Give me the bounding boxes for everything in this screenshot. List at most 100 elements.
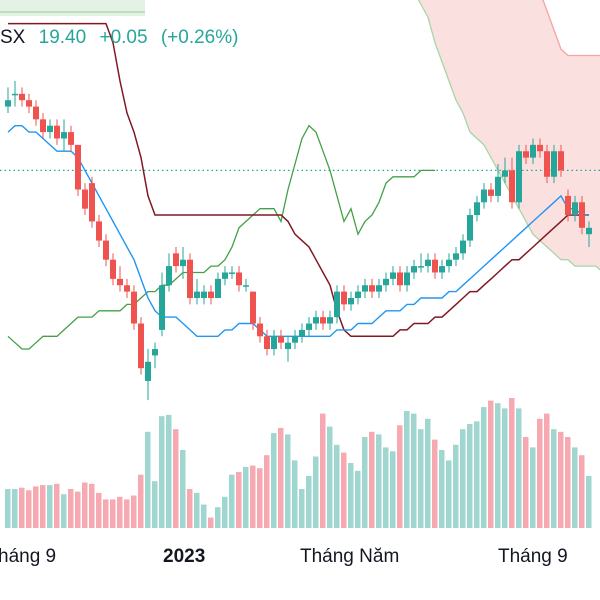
x-tick-label-year: 2023 bbox=[163, 546, 205, 567]
volume-bar bbox=[264, 455, 270, 528]
volume-bar bbox=[243, 466, 249, 528]
volume-bar bbox=[488, 400, 494, 528]
candle-body bbox=[271, 336, 277, 350]
cloud-fill bbox=[418, 0, 600, 270]
candle-body bbox=[257, 323, 263, 337]
x-tick-label: háng 9 bbox=[0, 546, 56, 567]
kijun-sen-line bbox=[8, 22, 589, 338]
candle-body bbox=[404, 272, 410, 286]
candle-body bbox=[68, 132, 74, 145]
volume-bar bbox=[229, 474, 235, 528]
candle-body bbox=[166, 266, 172, 286]
volume-bar bbox=[208, 517, 214, 528]
candle-body bbox=[145, 361, 151, 381]
candle-body bbox=[54, 125, 60, 139]
volume-bar bbox=[509, 398, 515, 528]
volume-bar bbox=[523, 437, 529, 528]
volume-bar bbox=[292, 460, 298, 528]
candle-body bbox=[131, 291, 137, 324]
candle-body bbox=[383, 278, 389, 286]
ichimoku-cloud bbox=[0, 0, 600, 271]
ticker-change: +0.05 bbox=[99, 27, 148, 48]
volume-bar bbox=[481, 407, 487, 528]
candle-body bbox=[320, 317, 326, 324]
candle-body bbox=[327, 317, 333, 324]
volume-bar bbox=[12, 489, 18, 528]
candle-body bbox=[243, 285, 249, 287]
volume-bar bbox=[467, 424, 473, 528]
candle-body bbox=[5, 100, 11, 107]
candle-body bbox=[348, 298, 354, 305]
volume-bar bbox=[537, 418, 543, 528]
candle-body bbox=[124, 285, 130, 292]
volume-bar bbox=[201, 504, 207, 528]
volume-bar bbox=[495, 403, 501, 528]
candle-body bbox=[481, 189, 487, 203]
candle-body bbox=[572, 202, 578, 216]
candle-body bbox=[117, 278, 123, 286]
x-tick-label: Tháng Năm bbox=[300, 546, 399, 567]
candle-body bbox=[12, 93, 18, 96]
volume-bar bbox=[348, 463, 354, 528]
ticker-symbol: SX bbox=[0, 27, 26, 48]
volume-bar bbox=[110, 499, 116, 528]
candle-body bbox=[89, 183, 95, 222]
volume-bar bbox=[299, 489, 305, 528]
volume-bar bbox=[194, 492, 200, 528]
volume-bar bbox=[425, 418, 431, 528]
volume-bar bbox=[397, 425, 403, 528]
volume-bar bbox=[432, 439, 438, 528]
candle-body bbox=[397, 272, 403, 286]
volume-bar bbox=[453, 444, 459, 528]
volume-bar bbox=[54, 483, 60, 528]
candle-body bbox=[516, 151, 522, 203]
ichimoku-lines bbox=[7, 22, 589, 350]
volume-bar bbox=[19, 487, 25, 528]
candle-body bbox=[474, 202, 480, 216]
candle-body bbox=[299, 329, 305, 337]
volume-bar bbox=[131, 495, 137, 528]
candle-body bbox=[362, 285, 368, 292]
candle-body bbox=[579, 202, 585, 228]
candle-body bbox=[173, 253, 179, 267]
tenkan-sen-line bbox=[7, 124, 589, 337]
candle-body bbox=[369, 285, 375, 292]
volume-bar bbox=[439, 450, 445, 528]
volume-bar bbox=[75, 491, 81, 528]
candle-body bbox=[439, 266, 445, 273]
volume-bar bbox=[173, 429, 179, 528]
candle-body bbox=[551, 151, 557, 177]
candle-body bbox=[152, 349, 158, 356]
volume-bar bbox=[278, 427, 284, 528]
candle-body bbox=[544, 151, 550, 177]
candle-body bbox=[180, 259, 186, 267]
candle-body bbox=[565, 195, 571, 216]
volume-bar bbox=[572, 447, 578, 528]
candle-body bbox=[103, 240, 109, 260]
candle-body bbox=[390, 272, 396, 279]
candle-body bbox=[236, 272, 242, 286]
volume-bar bbox=[460, 429, 466, 528]
candle-body bbox=[208, 291, 214, 298]
candle-body bbox=[495, 176, 501, 196]
volume-bar bbox=[236, 472, 242, 528]
candle-body bbox=[558, 151, 564, 171]
volume-bar bbox=[180, 450, 186, 528]
volume-bar bbox=[103, 499, 109, 528]
candle-body bbox=[96, 221, 102, 241]
candle-body bbox=[75, 144, 81, 190]
volume-bar bbox=[320, 413, 326, 528]
candle-body bbox=[201, 291, 207, 298]
volume-bar bbox=[250, 465, 256, 528]
volume-bar bbox=[68, 489, 74, 528]
candle-body bbox=[509, 170, 515, 203]
volume-bar bbox=[411, 413, 417, 528]
volume-bar bbox=[369, 431, 375, 528]
candle-body bbox=[285, 342, 291, 350]
volume-bar bbox=[61, 494, 67, 528]
volume-bar bbox=[222, 496, 228, 528]
candle-body bbox=[418, 266, 424, 268]
senkou-span-b-line bbox=[542, 0, 600, 57]
volume-bar bbox=[516, 408, 522, 528]
